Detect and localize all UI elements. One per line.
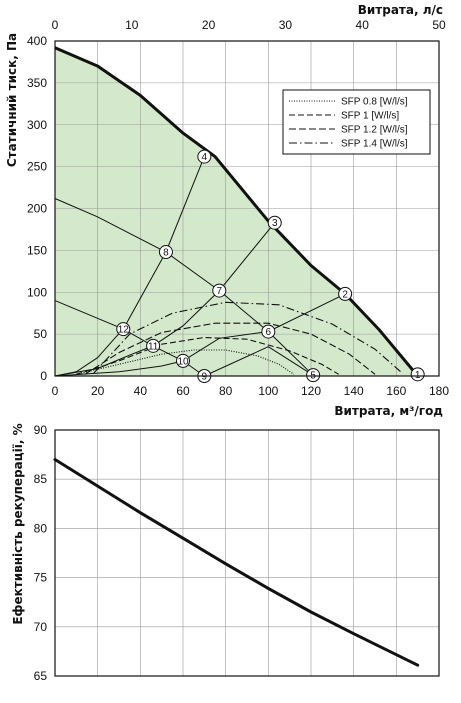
x2-tick-label-30: 30 [279,18,293,32]
speed-curve-6 [204,346,314,377]
efficiency-y-tick-65: 65 [34,669,48,683]
y-tick-label-50: 50 [34,327,48,341]
point-marker-6 [261,324,276,339]
efficiency-y-tick-80: 80 [34,521,48,535]
x2-tick-label-40: 40 [356,18,370,32]
x-tick-label-160: 160 [386,384,406,398]
x2-axis-label: Витрата, л/с [358,3,443,17]
sfp-curve-4 [92,301,404,374]
efficiency-y-tick-85: 85 [34,472,48,486]
operating-area-fill [55,47,418,376]
efficiency-y-axis-label: Ефективність рекуперації, % [11,423,25,624]
x-tick-label-0: 0 [52,384,59,398]
efficiency-chart: 65 70 75 80 85 90 Ефективність рекуперації, % [11,423,440,683]
point-label-4: 4 [202,152,208,163]
legend-entry-1: SFP 0.8 [W/l/s] [341,97,408,108]
x-tick-label-40: 40 [134,384,148,398]
speed-curve-5 [182,293,346,362]
point-marker-2 [338,286,353,301]
x2-tick-label-20: 20 [202,18,216,32]
x-tick-label-180: 180 [429,384,449,398]
performance-plot-frame [54,40,440,377]
x2-tick-label-0: 0 [52,18,59,32]
point-marker-12 [116,322,131,337]
performance-ticks: 0 20 40 60 80 100 120 140 160 180 0 10 20 30 40 50 0 50 10… [27,18,449,398]
legend-entry-2: SFP 1 [W/l/s] [341,111,399,122]
x-tick-label-60: 60 [176,384,190,398]
x-tick-label-100: 100 [258,384,278,398]
point-label-1: 1 [415,370,421,381]
point-marker-5 [306,368,321,383]
performance-frame [54,40,440,377]
y-tick-label-250: 250 [27,160,47,174]
system-curve-3 [54,360,184,377]
sfp-curve-3 [84,322,376,375]
point-label-11: 11 [148,341,159,352]
point-label-9: 9 [202,372,208,383]
legend: SFP 0.8 [W/l/s] SFP 1 [W/l/s] SFP 1.2 [W/l… [282,89,431,155]
point-marker-3 [267,215,282,230]
x2-tick-label-50: 50 [432,18,446,32]
efficiency-y-tick-90: 90 [34,423,48,437]
efficiency-plot-frame [54,429,440,677]
efficiency-grid [55,429,439,677]
y-tick-label-200: 200 [27,202,47,216]
x-tick-label-120: 120 [301,384,321,398]
y-axis-label: Статичний тиск, Па [5,33,19,167]
point-label-8: 8 [163,248,169,259]
legend-entry-4: SFP 1.4 [W/l/s] [341,139,408,150]
operating-area [55,47,418,376]
y-tick-label-0: 0 [40,369,47,383]
y-tick-label-150: 150 [27,243,47,257]
efficiency-series [53,458,420,667]
point-marker-1 [410,367,425,382]
efficiency-y-tick-75: 75 [34,571,48,585]
y-tick-label-400: 400 [27,34,47,48]
sfp-curve-2 [76,336,339,375]
point-marker-10 [176,353,190,368]
speed-curve-2 [54,198,314,376]
point-label-10: 10 [177,356,189,367]
y-tick-label-100: 100 [27,285,47,299]
point-marker-7 [212,283,227,298]
efficiency-ticks: 65 70 75 80 85 90 [34,423,48,683]
max-pressure-curve [54,46,419,377]
y-tick-label-300: 300 [27,118,47,132]
point-label-3: 3 [272,218,278,229]
point-marker-4 [197,149,212,164]
speed-curve-4 [152,222,276,347]
y-tick-label-350: 350 [27,76,47,90]
point-label-2: 2 [342,289,348,300]
point-marker-11 [146,338,161,353]
x-axis-label: Витрата, м³/год [334,404,443,418]
point-label-7: 7 [216,286,222,297]
x2-tick-label-10: 10 [125,18,139,32]
point-label-6: 6 [266,327,272,338]
legend-entry-3: SFP 1.2 [W/l/s] [341,125,408,136]
efficiency-frame [54,429,440,677]
point-label-12: 12 [118,325,130,336]
efficiency-curve [53,458,420,667]
system-curve-2 [54,345,154,377]
efficiency-y-tick-70: 70 [34,620,48,634]
x-tick-label-80: 80 [219,384,233,398]
point-marker-8 [158,245,173,260]
x-tick-label-20: 20 [91,384,105,398]
x-tick-label-140: 140 [344,384,364,398]
